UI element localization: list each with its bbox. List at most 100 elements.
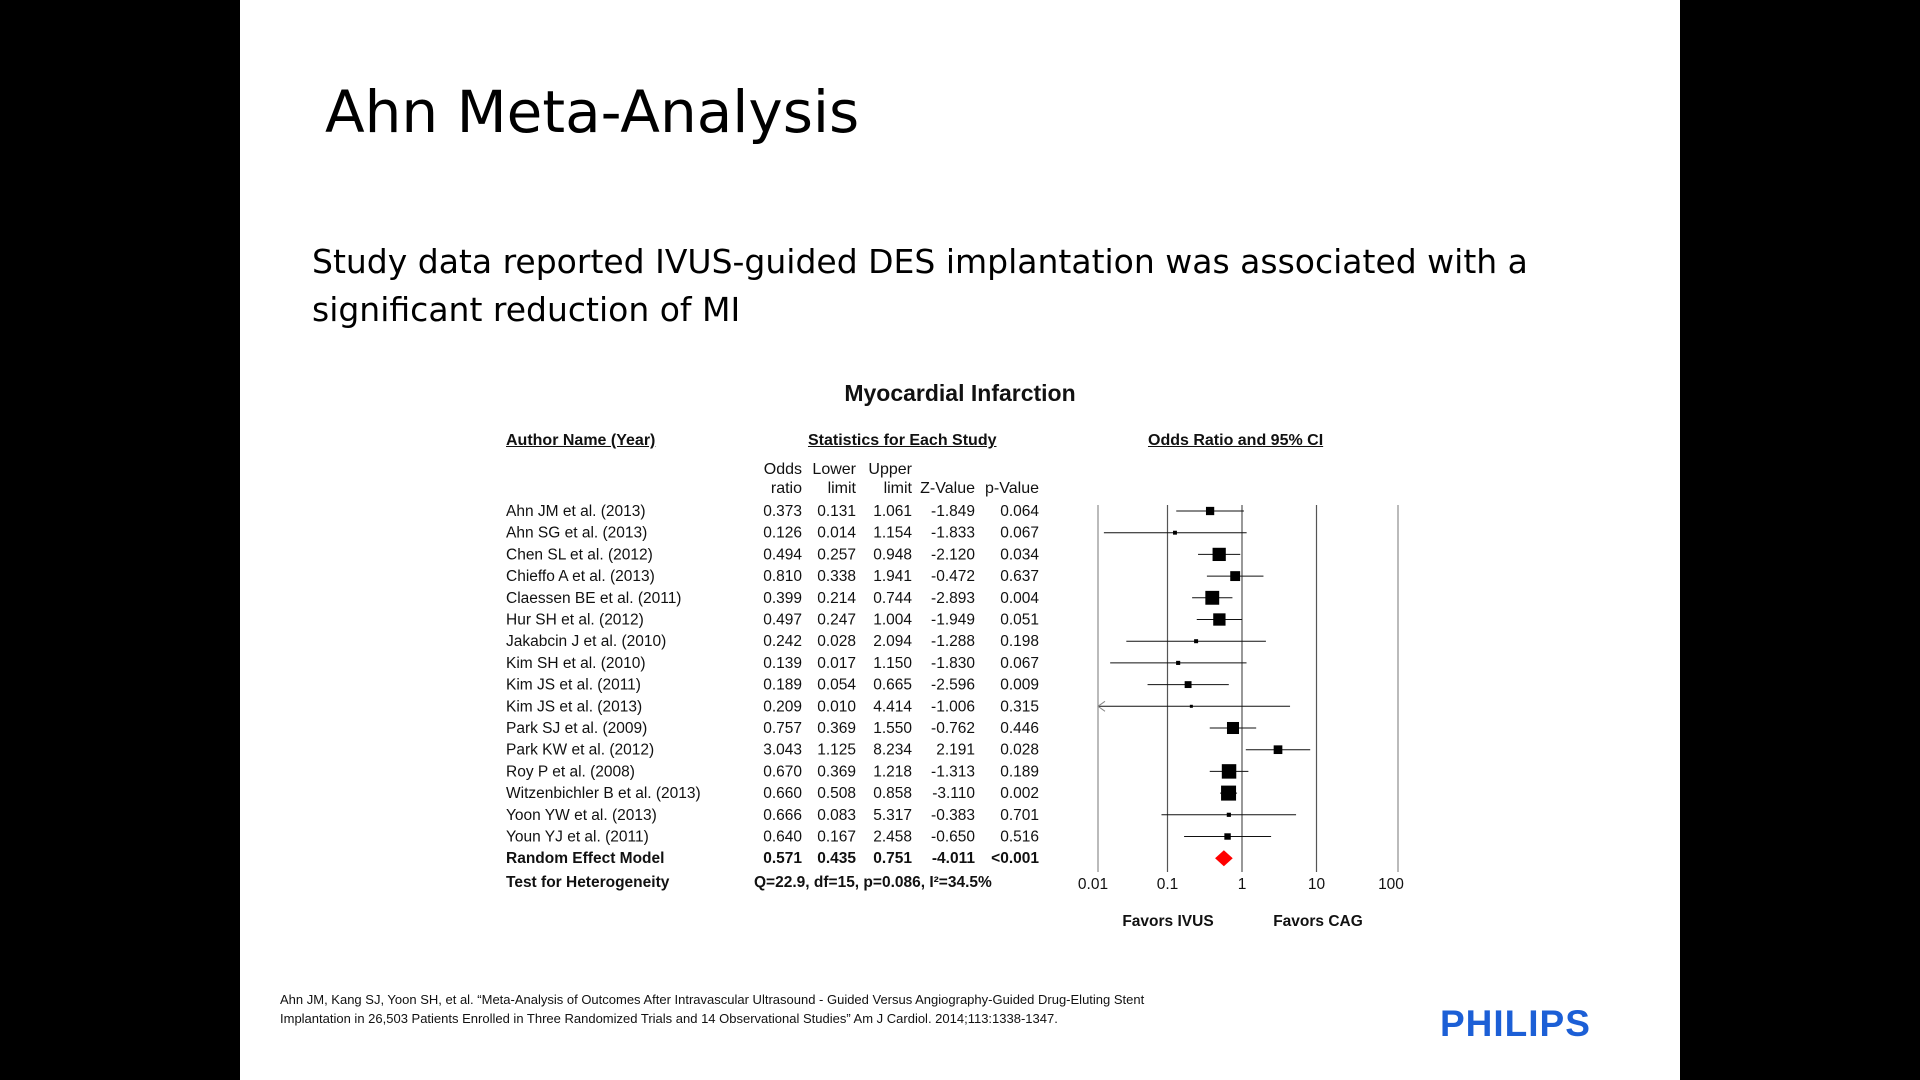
citation: Ahn JM, Kang SJ, Yoon SH, et al. “Meta-A… (280, 992, 1145, 1026)
study-1-or: 0.126 (763, 525, 802, 542)
slide-body-text: Study data reported IVUS-guided DES impl… (312, 242, 1528, 329)
study-12-name: Roy P et al. (2008) (506, 763, 635, 780)
study-9-or: 0.209 (763, 698, 802, 715)
study-4-p: 0.004 (1000, 590, 1039, 607)
study-14-z: -0.383 (931, 807, 975, 824)
study-9-point (1189, 704, 1193, 708)
column-header-upper: Upper limit (868, 461, 912, 497)
study-1-name: Ahn SG et al. (2013) (506, 525, 647, 542)
philips-logo: PHILIPS (1440, 1003, 1591, 1044)
summary-z: -4.011 (932, 850, 975, 867)
heterogeneity-label: Test for Heterogeneity (506, 874, 670, 891)
summary-upper: 0.751 (873, 850, 912, 867)
study-9-z: -1.006 (931, 698, 975, 715)
study-3-upper: 1.941 (873, 568, 912, 585)
study-4-z: -2.893 (931, 590, 975, 607)
study-14-or: 0.666 (763, 807, 802, 824)
study-3-p: 0.637 (1000, 568, 1039, 585)
study-7-p: 0.067 (1000, 655, 1039, 672)
study-7-name: Kim SH et al. (2010) (506, 655, 646, 672)
column-header-p: p-Value (985, 480, 1039, 497)
study-13-lower: 0.508 (817, 785, 856, 802)
study-4-upper: 0.744 (873, 590, 912, 607)
study-13-or: 0.660 (763, 785, 802, 802)
study-2-upper: 0.948 (873, 546, 912, 563)
study-15-lower: 0.167 (817, 829, 856, 846)
study-14-upper: 5.317 (873, 807, 912, 824)
study-2-point (1212, 547, 1226, 562)
study-15-or: 0.640 (763, 829, 802, 846)
study-14-p: 0.701 (1000, 807, 1039, 824)
study-3-or: 0.810 (763, 568, 802, 585)
study-5-upper: 1.004 (873, 612, 912, 629)
study-6-lower: 0.028 (817, 633, 856, 650)
x-tick-label-1: 1 (1238, 876, 1247, 893)
study-4-or: 0.399 (763, 590, 802, 607)
study-14-name: Yoon YW et al. (2013) (506, 807, 657, 824)
study-10-name: Park SJ et al. (2009) (506, 720, 647, 737)
study-11-z: 2.191 (936, 742, 975, 759)
x-tick-label-0.01: 0.01 (1078, 876, 1108, 893)
study-0-upper: 1.061 (873, 503, 912, 520)
study-13-p: 0.002 (1000, 785, 1039, 802)
forest-plot: 0.01 0.1 1 10 100 Favors IVUS Favors CAG Ahn JM… (506, 503, 1404, 930)
study-11-or: 3.043 (763, 742, 802, 759)
study-10-p: 0.446 (1000, 720, 1039, 737)
study-4-point (1205, 590, 1220, 605)
study-4-name: Claessen BE et al. (2011) (506, 590, 681, 607)
study-15-upper: 2.458 (873, 829, 912, 846)
study-5-point (1213, 613, 1226, 626)
study-11-name: Park KW et al. (2012) (506, 742, 654, 759)
author-column-header: Author Name (Year) (506, 432, 656, 449)
study-2-p: 0.034 (1000, 546, 1039, 563)
study-7-lower: 0.017 (817, 655, 856, 672)
study-15-name: Youn YJ et al. (2011) (506, 829, 649, 846)
study-9-p: 0.315 (1000, 698, 1039, 715)
study-10-lower: 0.369 (817, 720, 856, 737)
study-2-or: 0.494 (763, 546, 802, 563)
study-15-p: 0.516 (1000, 829, 1039, 846)
study-7-upper: 1.150 (873, 655, 912, 672)
study-6-point (1194, 639, 1199, 644)
stats-column-header: Statistics for Each Study (808, 432, 997, 449)
study-9-lower: 0.010 (817, 698, 856, 715)
slide: Ahn Meta-Analysis Study data reported IV… (240, 0, 1680, 1080)
study-11-point (1273, 745, 1283, 755)
x-tick-label-0.1: 0.1 (1157, 876, 1179, 893)
study-1-point (1173, 530, 1177, 535)
summary-diamond (1215, 850, 1233, 867)
study-13-point (1221, 785, 1237, 801)
study-12-p: 0.189 (1000, 763, 1039, 780)
study-6-or: 0.242 (763, 633, 802, 650)
study-0-lower: 0.131 (817, 503, 856, 520)
column-header-z: Z-Value (920, 480, 975, 497)
study-0-p: 0.064 (1000, 503, 1039, 520)
study-5-lower: 0.247 (817, 612, 856, 629)
study-10-upper: 1.550 (873, 720, 912, 737)
study-2-z: -2.120 (931, 546, 975, 563)
study-3-point (1230, 571, 1241, 582)
study-14-lower: 0.083 (817, 807, 856, 824)
x-tick-label-100: 100 (1378, 876, 1404, 893)
column-header-lower: Lower limit (812, 461, 856, 497)
study-6-name: Jakabcin J et al. (2010) (506, 633, 666, 650)
study-7-z: -1.830 (931, 655, 975, 672)
heterogeneity-stats: Q=22.9, df=15, p=0.086, I²=34.5% (754, 874, 992, 891)
study-10-point (1226, 721, 1240, 735)
favors-right-label: Favors CAG (1273, 913, 1363, 930)
study-9-upper: 4.414 (873, 698, 912, 715)
study-15-z: -0.650 (931, 829, 975, 846)
study-10-or: 0.757 (763, 720, 802, 737)
study-7-point (1176, 660, 1181, 665)
study-2-name: Chen SL et al. (2012) (506, 546, 653, 563)
study-8-z: -2.596 (931, 677, 975, 694)
study-14-point (1226, 812, 1231, 817)
study-3-name: Chieffo A et al. (2013) (506, 568, 655, 585)
study-3-lower: 0.338 (817, 568, 856, 585)
study-8-upper: 0.665 (873, 677, 912, 694)
study-1-upper: 1.154 (873, 525, 912, 542)
study-11-upper: 8.234 (873, 742, 912, 759)
study-5-z: -1.949 (931, 612, 975, 629)
study-6-upper: 2.094 (873, 633, 912, 650)
study-5-name: Hur SH et al. (2012) (506, 612, 644, 629)
